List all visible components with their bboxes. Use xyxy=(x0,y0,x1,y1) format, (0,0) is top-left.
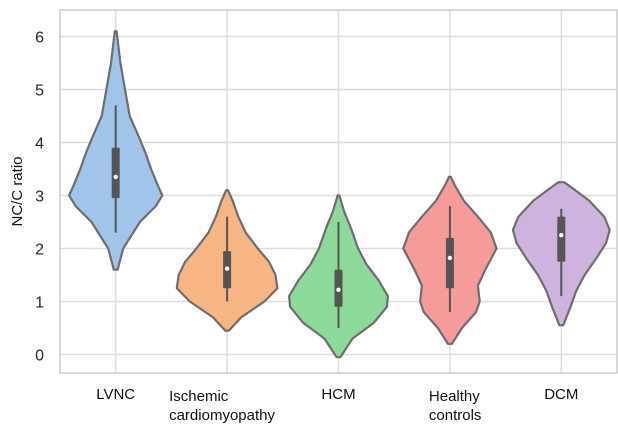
violin-iqr-box xyxy=(557,216,566,262)
y-tick-label: 1 xyxy=(35,294,44,311)
y-tick-label: 2 xyxy=(35,241,44,258)
x-tick-label: Healthy xyxy=(429,388,480,405)
y-axis-label: NC/C ratio xyxy=(9,156,26,226)
x-tick-label: controls xyxy=(429,407,482,424)
y-tick-label: 4 xyxy=(35,135,44,152)
x-tick-label: Ischemic xyxy=(169,388,229,405)
violin-median xyxy=(113,174,118,180)
plot-frame xyxy=(59,9,618,374)
y-tick-label: 6 xyxy=(35,29,44,46)
x-tick-label: DCM xyxy=(544,386,578,403)
violin-iqr-box xyxy=(111,147,120,199)
violin-median xyxy=(559,233,564,238)
violin-iqr-box xyxy=(445,237,454,289)
violin-median xyxy=(224,266,230,271)
y-tick-label: 3 xyxy=(35,188,44,205)
violin-median xyxy=(336,287,341,293)
y-tick-label: 0 xyxy=(35,347,44,364)
x-tick-label: cardiomyopathy xyxy=(169,407,275,424)
x-tick-label: HCM xyxy=(321,386,355,403)
violin-median xyxy=(447,255,453,261)
y-tick-label: 5 xyxy=(35,82,44,99)
x-tick-label: LVNC xyxy=(96,386,135,403)
